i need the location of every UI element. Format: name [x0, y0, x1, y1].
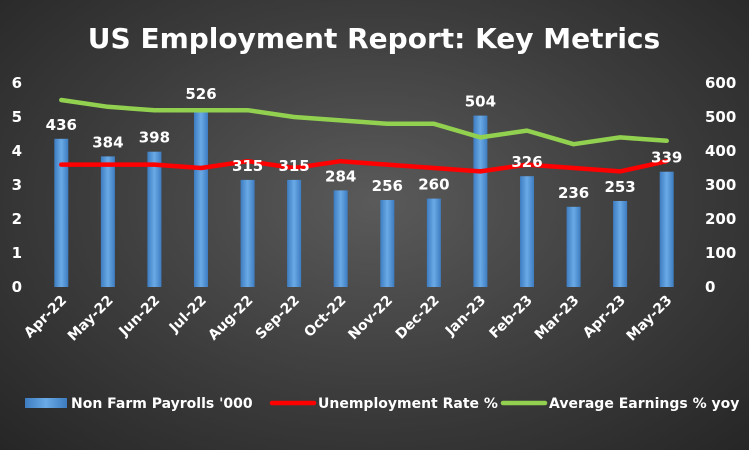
bar-value-label: 315 [278, 157, 309, 175]
bar-value-label: 236 [558, 184, 589, 202]
y-right-tick: 200 [705, 210, 736, 228]
legend-label: Unemployment Rate % [318, 396, 498, 412]
chart-title: US Employment Report: Key Metrics [88, 22, 660, 55]
x-tick: Aug-22 [205, 293, 256, 344]
bar-value-label: 384 [92, 133, 123, 151]
bar-value-label: 526 [185, 85, 216, 103]
y-right-tick: 300 [705, 176, 736, 194]
x-tick: Jun-22 [116, 293, 164, 341]
legend-label: Non Farm Payrolls '000 [71, 396, 253, 412]
bar-jul-22 [194, 108, 208, 287]
bar-mar-23 [566, 206, 581, 287]
legend-item-non-farm-payrolls-000: Non Farm Payrolls '000 [25, 396, 253, 412]
x-tick: Mar-23 [532, 293, 583, 344]
x-tick: May-23 [624, 293, 676, 345]
y-left-tick: 4 [12, 142, 22, 160]
bar-jun-22 [147, 151, 162, 287]
y-right-tick: 0 [705, 278, 715, 296]
x-tick: Apr-23 [580, 293, 629, 342]
line-average-earnings-yoy [59, 97, 669, 147]
bar-jan-23 [473, 115, 488, 287]
data-labels-group: 436 384 398 526 315 315 284 256 260 504 326 236 253 3… [46, 85, 683, 202]
bar-value-label: 398 [139, 129, 170, 147]
bar-value-label: 315 [232, 157, 263, 175]
x-tick: Jul-22 [166, 293, 210, 337]
y-left-tick: 6 [12, 74, 22, 92]
y-right-tick: 500 [705, 108, 736, 126]
bar-value-label: 253 [604, 178, 635, 196]
x-tick: Dec-22 [393, 293, 443, 343]
legend-item-unemployment-rate: Unemployment Rate % [269, 396, 498, 412]
x-tick: Oct-22 [301, 293, 349, 341]
legend-item-average-earnings-yoy: Average Earnings % yoy [500, 396, 739, 412]
bar-value-label: 284 [325, 167, 356, 185]
x-tick: Sep-22 [253, 293, 303, 343]
legend-swatch [25, 398, 67, 408]
bar-aug-22 [240, 179, 255, 287]
x-tick: May-22 [65, 293, 117, 345]
y-left-tick: 0 [12, 278, 22, 296]
bar-nov-22 [380, 200, 395, 287]
legend-label: Average Earnings % yoy [549, 396, 739, 412]
bars-group [54, 108, 674, 287]
x-tick: Apr-22 [21, 293, 70, 342]
x-tick: Nov-22 [345, 293, 396, 344]
bar-value-label: 504 [465, 93, 496, 111]
x-tick: Jan-23 [442, 293, 489, 340]
line-unemployment-rate [59, 158, 669, 174]
bar-value-label: 339 [651, 149, 682, 167]
lines-group [59, 97, 669, 174]
bar-oct-22 [333, 190, 348, 287]
bar-dec-22 [426, 198, 441, 287]
bar-value-label: 256 [372, 177, 403, 195]
bar-apr-22 [54, 138, 69, 287]
y-left-tick: 1 [12, 244, 22, 262]
bar-may-22 [100, 156, 115, 287]
y-right-tick: 600 [705, 74, 736, 92]
bar-value-label: 260 [418, 176, 449, 194]
bar-value-label: 436 [46, 116, 77, 134]
x-tick: Feb-23 [486, 293, 535, 342]
bar-feb-23 [520, 176, 534, 287]
bar-apr-23 [613, 201, 628, 287]
bar-may-23 [659, 171, 674, 287]
legend: Non Farm Payrolls '000 Unemployment Rate … [25, 396, 739, 412]
bar-sep-22 [287, 179, 302, 287]
y-right-tick: 100 [705, 244, 736, 262]
y-right-tick: 400 [705, 142, 736, 160]
y-left-tick: 3 [12, 176, 22, 194]
y-left-tick: 5 [12, 108, 22, 126]
bar-value-label: 326 [511, 153, 542, 171]
y-left-tick: 2 [12, 210, 22, 228]
